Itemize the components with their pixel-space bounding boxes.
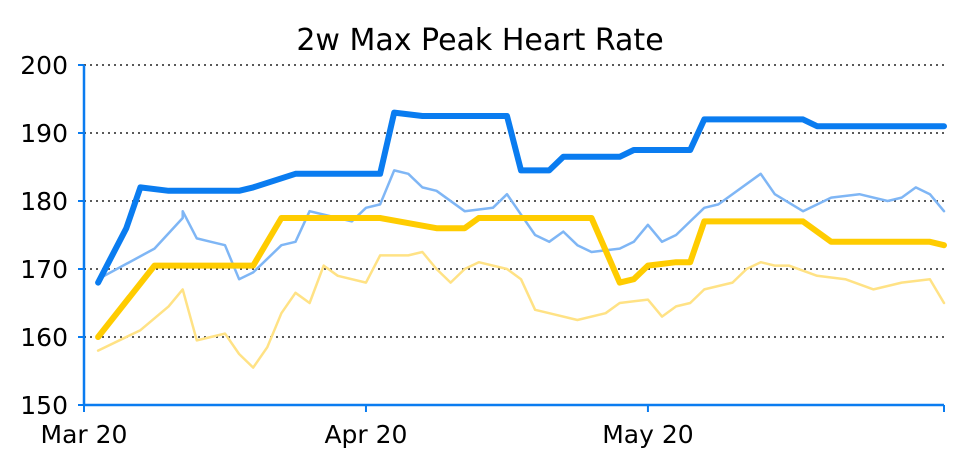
y-tick-label-160: 160: [20, 323, 68, 352]
series-line-yellow-bold: [95, 215, 947, 340]
axes: [82, 65, 944, 407]
x-tick-label-2: May 20: [602, 420, 693, 449]
series-line-blue-bold: [95, 109, 947, 286]
x-tick-label-1: Apr 20: [324, 420, 407, 449]
x-axis-ticks: Mar 20 Apr 20 May 20: [41, 405, 945, 449]
y-axis-ticks: 150 160 170 180 190 200: [20, 51, 84, 420]
series-line-blue-thin: [96, 169, 946, 281]
y-tick-label-200: 200: [20, 51, 68, 80]
y-tick-label-190: 190: [20, 119, 68, 148]
series-group: [95, 109, 947, 369]
x-tick-label-0: Mar 20: [41, 420, 128, 449]
grid-lines: [84, 64, 944, 338]
y-tick-label-150: 150: [20, 391, 68, 420]
y-tick-label-170: 170: [20, 255, 68, 284]
y-tick-label-180: 180: [20, 187, 68, 216]
series-line-yellow-thin: [96, 250, 946, 369]
chart-title: 2w Max Peak Heart Rate: [296, 23, 663, 58]
